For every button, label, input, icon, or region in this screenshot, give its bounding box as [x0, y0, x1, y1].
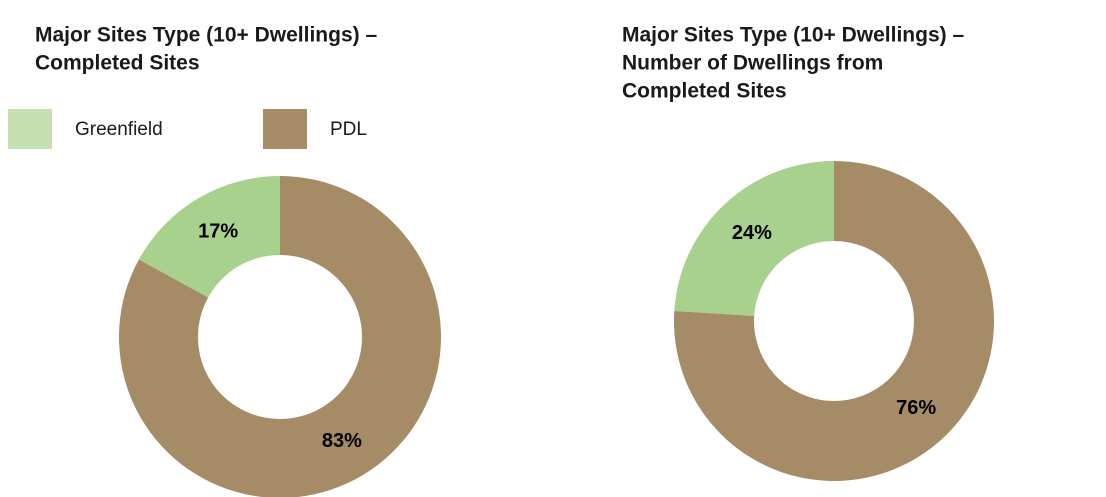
donut-slice — [674, 161, 834, 316]
data-label: 24% — [732, 222, 772, 244]
data-label: 83% — [322, 430, 362, 452]
legend-label: Greenfield — [75, 119, 163, 140]
chart-title: Number of Dwellings from — [622, 52, 883, 75]
legend-swatch — [263, 109, 307, 149]
legend-label: PDL — [330, 119, 367, 140]
donut-slice — [674, 161, 994, 481]
legend-swatch — [8, 109, 52, 149]
chart-title: Major Sites Type (10+ Dwellings) – — [35, 24, 377, 47]
chart-title: Completed Sites — [622, 80, 787, 103]
chart-title: Major Sites Type (10+ Dwellings) – — [622, 24, 964, 47]
data-label: 76% — [896, 397, 936, 419]
donut-slice — [119, 176, 441, 497]
donut-slice — [138, 176, 280, 298]
data-label: 17% — [198, 221, 238, 243]
chart-title: Completed Sites — [35, 52, 200, 75]
